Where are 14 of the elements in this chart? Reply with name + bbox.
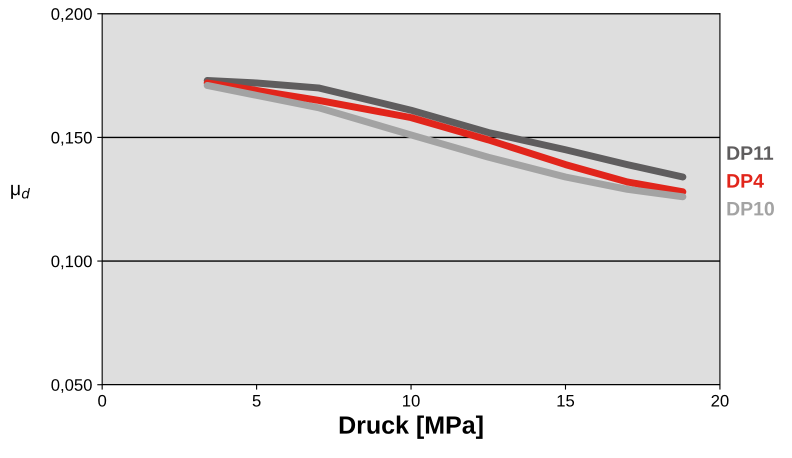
y-tick-label: 0,200 xyxy=(51,8,92,22)
x-tick-label: 10 xyxy=(403,394,420,407)
text: DP10 xyxy=(727,202,774,216)
y-tick-label: 0,050 xyxy=(51,379,92,393)
x-tick-label: 0 xyxy=(98,394,106,407)
text: DP11 xyxy=(727,146,774,160)
x-tick-label: 20 xyxy=(712,394,729,407)
y-tick-label: 0,150 xyxy=(51,132,92,146)
x-axis-title: Druck [MPa] xyxy=(340,416,483,439)
x-tick-label: 5 xyxy=(252,395,261,407)
text: DP4 xyxy=(727,174,764,188)
y-tick-label: 0,100 xyxy=(51,255,92,270)
y-axis-title: μ$_{d}$ xyxy=(11,184,30,199)
x-tick-label: 15 xyxy=(557,395,574,407)
